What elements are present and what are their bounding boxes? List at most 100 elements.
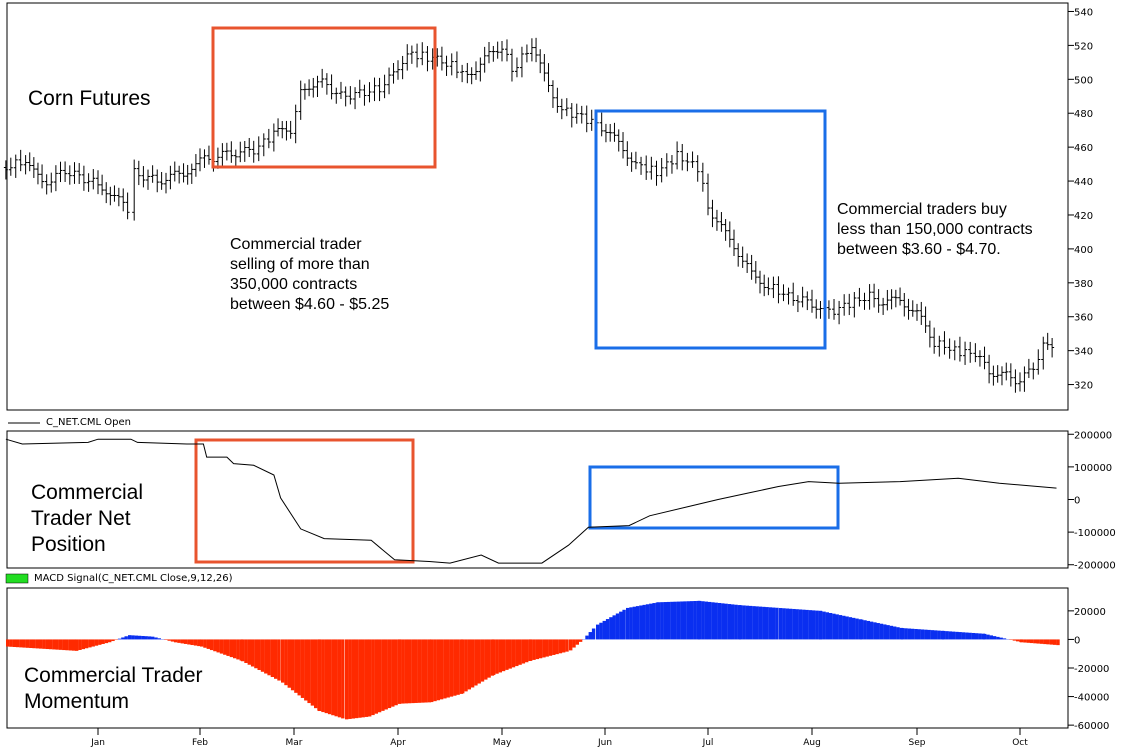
- macd-bar: [639, 605, 643, 640]
- macd-bar: [264, 639, 268, 674]
- macd-bar: [731, 604, 735, 640]
- price-axis-tick-label: 540: [1074, 7, 1093, 18]
- price-axis-tick-label: 420: [1074, 211, 1093, 222]
- macd-bar: [345, 639, 349, 720]
- macd-bar: [585, 635, 589, 640]
- macd-bar: [825, 612, 829, 640]
- macd-bar: [404, 639, 408, 704]
- macd-bar: [65, 639, 69, 651]
- macd-bar: [975, 633, 979, 640]
- macd-bar: [999, 637, 1003, 640]
- price-axis-tick-label: 400: [1074, 245, 1093, 256]
- macd-bar: [873, 622, 877, 640]
- macd-bar: [866, 620, 870, 640]
- macd-bar: [863, 620, 867, 640]
- macd-bar: [717, 602, 722, 640]
- macd-bar: [657, 602, 661, 640]
- buy-highlight-box: [594, 109, 827, 350]
- macd-axis-tick-label: 20000: [1074, 607, 1106, 618]
- macd-bar: [927, 629, 931, 640]
- macd-bar: [1053, 639, 1057, 645]
- month-label: Mar: [286, 738, 303, 748]
- net-axis-tick-label: -100000: [1074, 528, 1116, 539]
- macd-bar: [492, 639, 496, 675]
- macd-bar: [68, 639, 73, 651]
- macd-bar: [58, 639, 63, 650]
- macd-bar: [591, 628, 596, 640]
- macd-bar: [822, 611, 826, 640]
- macd-bar: [529, 639, 533, 661]
- macd-bar: [331, 639, 335, 716]
- macd-axis-tick-label: 0: [1074, 635, 1080, 646]
- macd-bar: [788, 608, 793, 640]
- macd-bar: [707, 601, 712, 640]
- macd-bar: [141, 635, 145, 640]
- macd-bar: [996, 636, 1000, 640]
- macd-bar: [693, 601, 697, 640]
- macd-bar: [1020, 639, 1024, 643]
- macd-bar: [287, 639, 291, 688]
- panel-frame-1: [6, 430, 1069, 569]
- macd-bar: [768, 607, 773, 640]
- macd-bar: [300, 639, 305, 698]
- macd-bar: [565, 639, 569, 652]
- macd-bar: [94, 639, 99, 646]
- macd-bar: [270, 639, 275, 678]
- macd-bar: [101, 639, 105, 644]
- macd-bar: [795, 609, 799, 640]
- macd-bar: [470, 639, 475, 688]
- macd-bar: [855, 618, 859, 640]
- macd-bar: [91, 639, 95, 647]
- macd-bar: [310, 639, 315, 706]
- macd-bar: [660, 602, 664, 640]
- macd-bar: [955, 631, 959, 640]
- macd-bar: [626, 607, 630, 640]
- macd-bar: [206, 639, 210, 649]
- macd-bar: [596, 624, 600, 640]
- macd-bar: [394, 639, 398, 706]
- macd-bar: [354, 639, 359, 719]
- macd-bar: [575, 639, 579, 645]
- macd-bar: [986, 634, 990, 640]
- price-axis-tick-label: 380: [1074, 279, 1093, 290]
- price-axis-tick-label: 360: [1074, 313, 1093, 324]
- macd-bar: [635, 606, 640, 640]
- macd-bar: [424, 639, 428, 703]
- price-axis-tick-label: 340: [1074, 347, 1093, 358]
- price-axis-tick-label: 320: [1074, 381, 1093, 392]
- macd-bar: [562, 639, 566, 653]
- macd-bar: [170, 639, 175, 642]
- macd-bar: [78, 639, 82, 650]
- macd-bar: [337, 639, 342, 718]
- macd-bar: [209, 639, 214, 651]
- macd-bar: [229, 639, 234, 658]
- macd-bar: [117, 638, 122, 640]
- macd-bar: [532, 639, 536, 660]
- macd-bar: [670, 601, 674, 640]
- macd-bar: [314, 639, 318, 709]
- macd-bar: [174, 639, 178, 643]
- macd-bar: [930, 630, 935, 640]
- macd-bar: [277, 639, 281, 681]
- macd-bar: [535, 639, 539, 660]
- macd-bar: [351, 639, 355, 719]
- macd-bar: [896, 627, 900, 640]
- macd-bar: [832, 613, 836, 640]
- macd-bar: [1023, 639, 1027, 643]
- panel-frame-2: [6, 587, 1069, 729]
- macd-bar: [937, 630, 941, 640]
- macd-bar: [411, 639, 415, 704]
- macd-bar: [48, 639, 53, 650]
- macd-bar: [190, 639, 194, 646]
- macd-bar: [111, 639, 115, 642]
- macd-panel-title: Commercial Trader Momentum: [24, 664, 203, 713]
- macd-bar: [495, 639, 499, 674]
- macd-bar: [164, 639, 168, 640]
- macd-bar: [374, 639, 378, 714]
- net-axis-tick-label: 100000: [1074, 463, 1112, 474]
- macd-bar: [683, 601, 687, 640]
- macd-bar: [615, 613, 620, 640]
- macd-bar: [734, 604, 738, 640]
- month-label: May: [493, 738, 512, 748]
